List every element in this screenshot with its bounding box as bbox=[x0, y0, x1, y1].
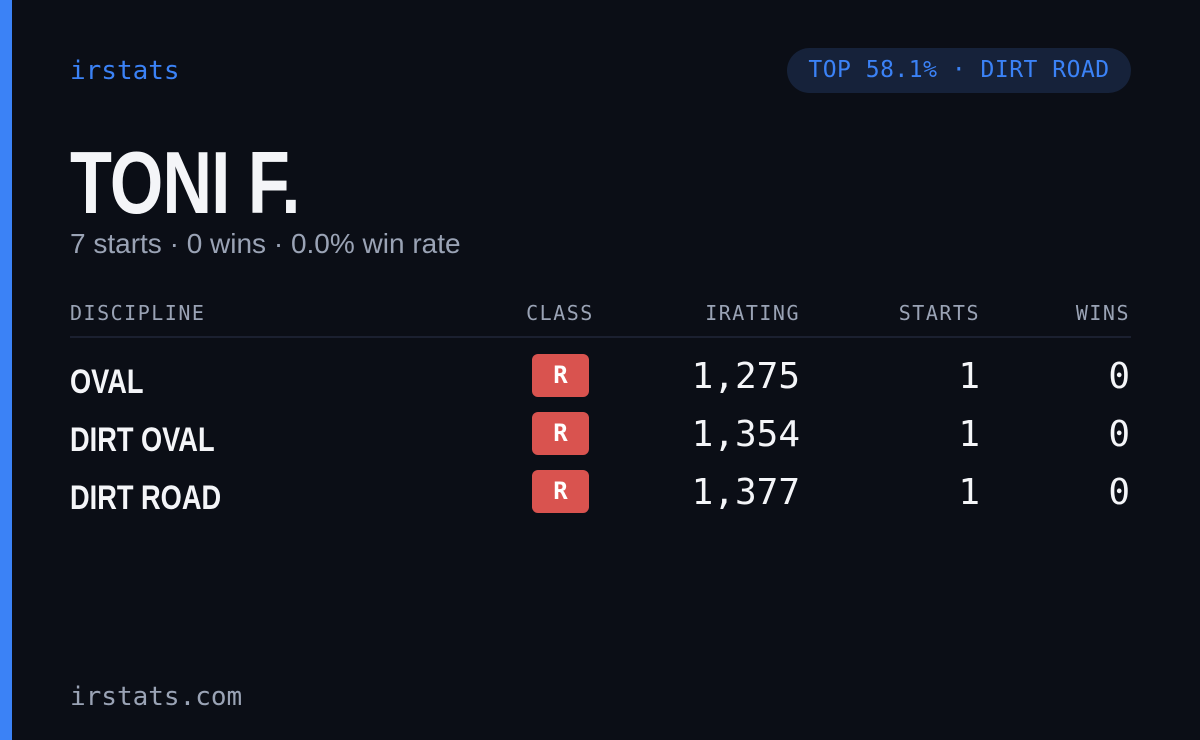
wins: 0 bbox=[1108, 414, 1130, 455]
irating: 1,377 bbox=[691, 472, 800, 513]
license-class: R bbox=[532, 412, 589, 455]
wins: 0 bbox=[1108, 356, 1130, 397]
column-header: STARTS bbox=[898, 301, 980, 325]
starts: 1 bbox=[958, 414, 980, 455]
column-header: WINS bbox=[1075, 301, 1130, 325]
discipline: DIRT OVAL bbox=[70, 421, 215, 459]
discipline: OVAL bbox=[70, 363, 144, 401]
summary: 7 starts · 0 wins · 0.0% win rate bbox=[70, 228, 461, 259]
brand: irstats bbox=[70, 56, 180, 86]
starts: 1 bbox=[958, 472, 980, 513]
starts: 1 bbox=[958, 356, 980, 397]
license-class: R bbox=[532, 470, 589, 513]
column-header: IRATING bbox=[705, 301, 800, 325]
footer: irstats.com bbox=[70, 682, 243, 712]
rank-badge: TOP 58.1% · DIRT ROAD bbox=[787, 48, 1131, 93]
accent-bar bbox=[0, 0, 12, 740]
column-header: CLASS bbox=[526, 301, 594, 325]
license-class: R bbox=[532, 354, 589, 397]
column-header: DISCIPLINE bbox=[70, 301, 206, 325]
irating: 1,354 bbox=[691, 414, 800, 455]
driver-name: TONI F. bbox=[70, 133, 301, 232]
irating: 1,275 bbox=[691, 356, 800, 397]
discipline: DIRT ROAD bbox=[70, 479, 222, 517]
header-rule bbox=[70, 336, 1131, 338]
wins: 0 bbox=[1108, 472, 1130, 513]
